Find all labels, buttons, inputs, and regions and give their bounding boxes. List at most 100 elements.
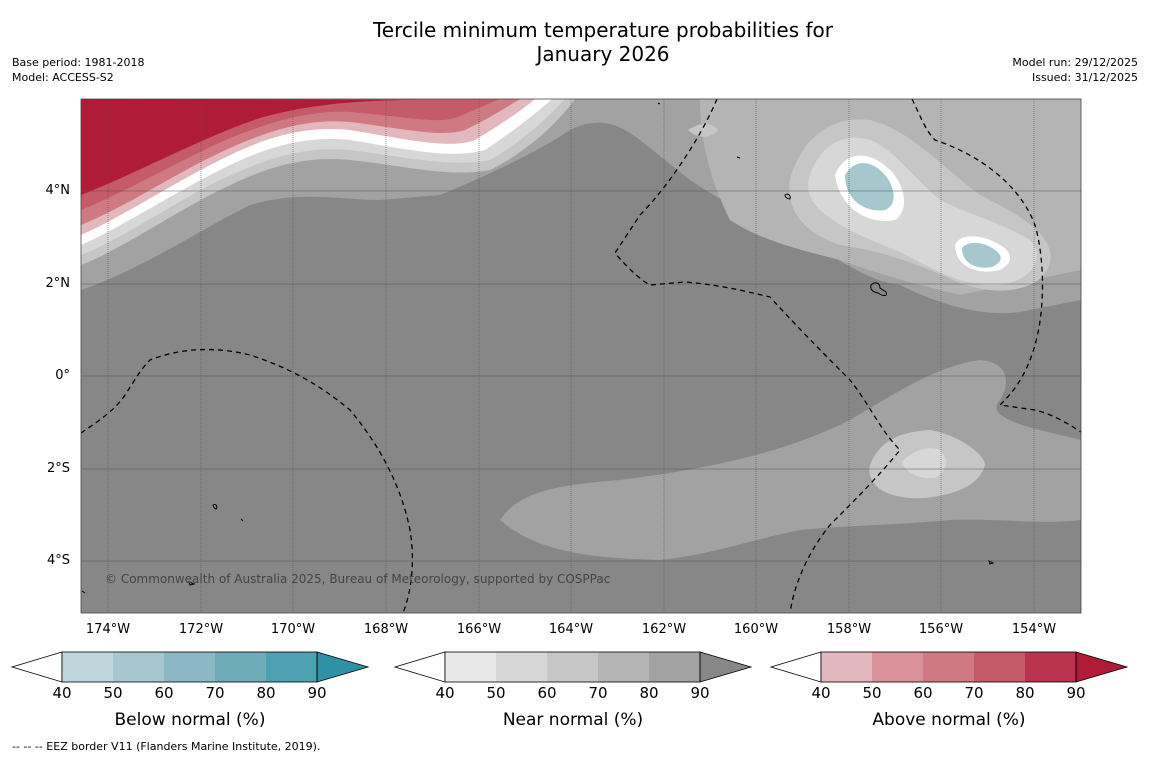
lon-label-158w: 158°W <box>826 622 872 637</box>
colorbar-frame <box>444 651 701 683</box>
lat-label-4n: 4°N <box>45 183 71 198</box>
near-normal-50-south-blob <box>902 448 947 479</box>
probability-field <box>81 99 1081 613</box>
lon-label-170w: 170°W <box>270 622 316 637</box>
lat-label-0: 0° <box>55 368 70 383</box>
colorbar-segment <box>974 652 1025 682</box>
island-shape <box>784 193 791 200</box>
title-line-2: January 2026 <box>536 42 670 66</box>
colorbar-frame <box>820 651 1077 683</box>
colorbar-segment <box>1025 652 1076 682</box>
colorbar-segment <box>445 652 496 682</box>
colorbar-segment <box>496 652 547 682</box>
below-normal-60-patch-2 <box>962 242 1001 268</box>
island-shape <box>240 518 244 522</box>
colorbar-near-normal <box>393 651 753 683</box>
lon-label-174w: 174°W <box>85 622 131 637</box>
lon-label-164w: 164°W <box>548 622 594 637</box>
base-period: Base period: 1981-2018 <box>12 56 145 69</box>
near-normal-80-south-band <box>500 360 1081 560</box>
above-normal-90-core <box>81 99 420 195</box>
colorbar-segment <box>821 652 872 682</box>
lon-label-172w: 172°W <box>178 622 224 637</box>
tick-label: 90 <box>307 684 327 702</box>
chart-title: Tercile minimum temperature probabilitie… <box>300 18 906 66</box>
lat-label-2n: 2°N <box>45 276 71 291</box>
colorbar-above-normal <box>769 651 1129 683</box>
tick-label: 80 <box>256 684 276 702</box>
colorbar-extend-low <box>769 651 822 683</box>
colorbar-extend-high <box>316 651 370 683</box>
tick-label: 90 <box>1066 684 1086 702</box>
island-shape <box>870 282 887 296</box>
legend-ticks: 40 50 60 70 80 90 <box>393 684 753 704</box>
colorbar-segment <box>649 652 700 682</box>
colorbar-extend-low <box>10 651 63 683</box>
colorbar-extend-low <box>393 651 446 683</box>
tick-label: 70 <box>964 684 984 702</box>
lon-label-156w: 156°W <box>918 622 964 637</box>
colorbar-segment <box>164 652 215 682</box>
lat-label-4s: 4°S <box>46 553 70 568</box>
meta-right: Model run: 29/12/2025 Issued: 31/12/2025 <box>1012 55 1138 85</box>
legend-below-normal: 40 50 60 70 80 90 Below normal (%) <box>10 648 370 738</box>
tick-label: 40 <box>811 684 831 702</box>
colorbar-segment <box>872 652 923 682</box>
tick-label: 40 <box>435 684 455 702</box>
islands <box>81 102 995 594</box>
legend-label-near: Near normal (%) <box>502 710 644 730</box>
tick-label: 80 <box>639 684 659 702</box>
gridlines <box>81 99 1081 613</box>
colorbar-segment <box>62 652 113 682</box>
tick-label: 90 <box>690 684 710 702</box>
lon-label-160w: 160°W <box>733 622 779 637</box>
colorbar-extend-high <box>1075 651 1129 683</box>
colorbar-segment <box>215 652 266 682</box>
colorbar-segment <box>113 652 164 682</box>
island-shape <box>81 590 86 594</box>
lon-label-166w: 166°W <box>456 622 502 637</box>
near-normal-small-patch <box>688 124 718 137</box>
legend-label-above: Above normal (%) <box>872 710 1026 730</box>
colorbar-segment <box>598 652 649 682</box>
colorbar-below-normal <box>10 651 370 683</box>
tick-label: 70 <box>588 684 608 702</box>
issued-date: Issued: 31/12/2025 <box>1031 71 1138 84</box>
tick-label: 70 <box>205 684 225 702</box>
colorbar-segment <box>547 652 598 682</box>
legend-label-below: Below normal (%) <box>114 710 266 730</box>
map-frame <box>80 98 1082 614</box>
lon-label-154w: 154°W <box>1011 622 1057 637</box>
tick-label: 40 <box>52 684 72 702</box>
colorbar-segment <box>923 652 974 682</box>
eez-footer-note: -- -- -- EEZ border V11 (Flanders Marine… <box>12 740 321 753</box>
eez-borders <box>81 99 1081 613</box>
lat-label-2s: 2°S <box>46 461 70 476</box>
tick-label: 80 <box>1015 684 1035 702</box>
island-shape <box>657 102 661 105</box>
colorbar-frame <box>61 651 318 683</box>
lon-label-162w: 162°W <box>641 622 687 637</box>
tick-label: 50 <box>103 684 123 702</box>
legend-above-normal: 40 50 60 70 80 90 Above normal (%) <box>769 648 1129 738</box>
below-normal-60-patch <box>845 162 894 211</box>
tick-label: 60 <box>154 684 174 702</box>
tick-label: 50 <box>862 684 882 702</box>
tick-label: 60 <box>537 684 557 702</box>
model-name: Model: ACCESS-S2 <box>12 71 114 84</box>
colorbar-segment <box>266 652 317 682</box>
island-shape <box>988 560 995 565</box>
lon-label-168w: 168°W <box>363 622 409 637</box>
legend-ticks: 40 50 60 70 80 90 <box>10 684 370 704</box>
copyright-notice: © Commonwealth of Australia 2025, Bureau… <box>105 572 611 586</box>
title-line-1: Tercile minimum temperature probabilitie… <box>372 18 834 42</box>
meta-left: Base period: 1981-2018 Model: ACCESS-S2 <box>12 55 144 85</box>
legend-ticks: 40 50 60 70 80 90 <box>769 684 1129 704</box>
tick-label: 60 <box>913 684 933 702</box>
colorbar-extend-high <box>699 651 753 683</box>
island-shape <box>188 581 196 586</box>
legend-near-normal: 40 50 60 70 80 90 Near normal (%) <box>393 648 753 738</box>
model-run: Model run: 29/12/2025 <box>1012 56 1138 69</box>
tick-label: 50 <box>486 684 506 702</box>
